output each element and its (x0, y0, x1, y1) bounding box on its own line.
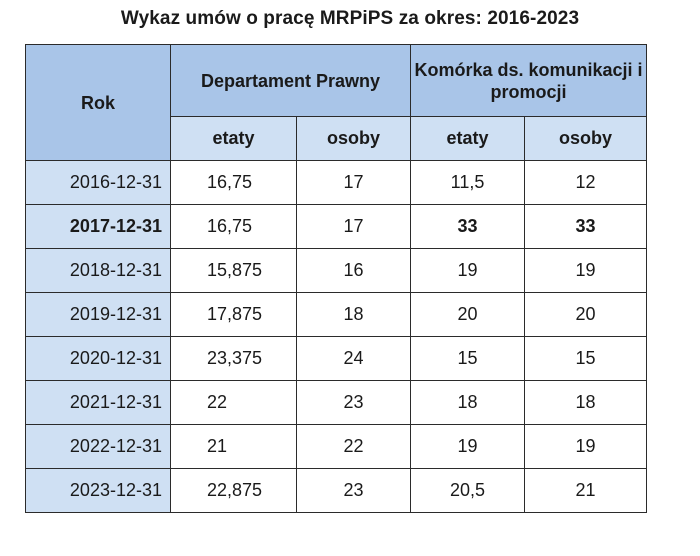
header-departament-prawny: Departament Prawny (170, 44, 411, 117)
cell-dp-etaty: 22,875 (170, 468, 297, 513)
table-row: 2023-12-31 22,875 23 20,5 21 (25, 468, 648, 513)
cell-year: 2017-12-31 (25, 204, 171, 249)
cell-kk-osoby: 19 (523, 248, 648, 293)
table-row: 2018-12-31 15,875 16 19 19 (25, 248, 648, 293)
cell-kk-etaty: 11,5 (410, 160, 525, 205)
cell-dp-osoby: 18 (296, 292, 411, 337)
cell-year: 2019-12-31 (25, 292, 171, 337)
cell-dp-etaty: 16,75 (170, 204, 297, 249)
cell-year: 2022-12-31 (25, 424, 171, 469)
cell-kk-osoby: 18 (523, 380, 648, 425)
cell-dp-etaty: 16,75 (170, 160, 297, 205)
cell-dp-etaty: 21 (170, 424, 297, 469)
cell-year: 2020-12-31 (25, 336, 171, 381)
cell-dp-osoby: 23 (296, 468, 411, 513)
header-year: Rok (25, 44, 171, 161)
subheader-kk-osoby: osoby (523, 116, 648, 161)
cell-year: 2016-12-31 (25, 160, 171, 205)
header-komorka-komunikacji: Komórka ds. komunikacji i promocji (409, 44, 648, 117)
cell-kk-osoby: 15 (523, 336, 648, 381)
cell-dp-osoby: 16 (296, 248, 411, 293)
cell-dp-etaty: 23,375 (170, 336, 297, 381)
cell-year: 2023-12-31 (25, 468, 171, 513)
cell-year: 2021-12-31 (25, 380, 171, 425)
table-row: 2016-12-31 16,75 17 11,5 12 (25, 160, 648, 205)
subheader-dp-etaty: etaty (170, 116, 297, 161)
cell-kk-osoby: 33 (523, 204, 648, 249)
table-row: 2019-12-31 17,875 18 20 20 (25, 292, 648, 337)
cell-kk-etaty: 18 (410, 380, 525, 425)
table-row: 2020-12-31 23,375 24 15 15 (25, 336, 648, 381)
page-title: Wykaz umów o pracę MRPiPS za okres: 2016… (120, 8, 580, 29)
table-row: 2021-12-31 22 23 18 18 (25, 380, 648, 425)
cell-kk-osoby: 19 (523, 424, 648, 469)
employment-table: Rok Departament Prawny Komórka ds. komun… (25, 44, 648, 513)
cell-dp-etaty: 22 (170, 380, 297, 425)
subheader-kk-etaty: etaty (410, 116, 525, 161)
cell-kk-etaty: 19 (410, 248, 525, 293)
cell-dp-osoby: 17 (296, 204, 411, 249)
cell-dp-osoby: 17 (296, 160, 411, 205)
cell-kk-osoby: 20 (523, 292, 648, 337)
cell-kk-etaty: 15 (410, 336, 525, 381)
cell-kk-etaty: 20,5 (410, 468, 525, 513)
cell-kk-etaty: 33 (410, 204, 525, 249)
cell-kk-osoby: 12 (523, 160, 648, 205)
cell-dp-etaty: 15,875 (170, 248, 297, 293)
cell-year: 2018-12-31 (25, 248, 171, 293)
table-row: 2017-12-31 16,75 17 33 33 (25, 204, 648, 249)
cell-dp-osoby: 24 (296, 336, 411, 381)
cell-kk-etaty: 20 (410, 292, 525, 337)
cell-dp-osoby: 22 (296, 424, 411, 469)
cell-dp-etaty: 17,875 (170, 292, 297, 337)
cell-kk-etaty: 19 (410, 424, 525, 469)
cell-dp-osoby: 23 (296, 380, 411, 425)
cell-kk-osoby: 21 (523, 468, 648, 513)
table-row: 2022-12-31 21 22 19 19 (25, 424, 648, 469)
subheader-dp-osoby: osoby (296, 116, 411, 161)
